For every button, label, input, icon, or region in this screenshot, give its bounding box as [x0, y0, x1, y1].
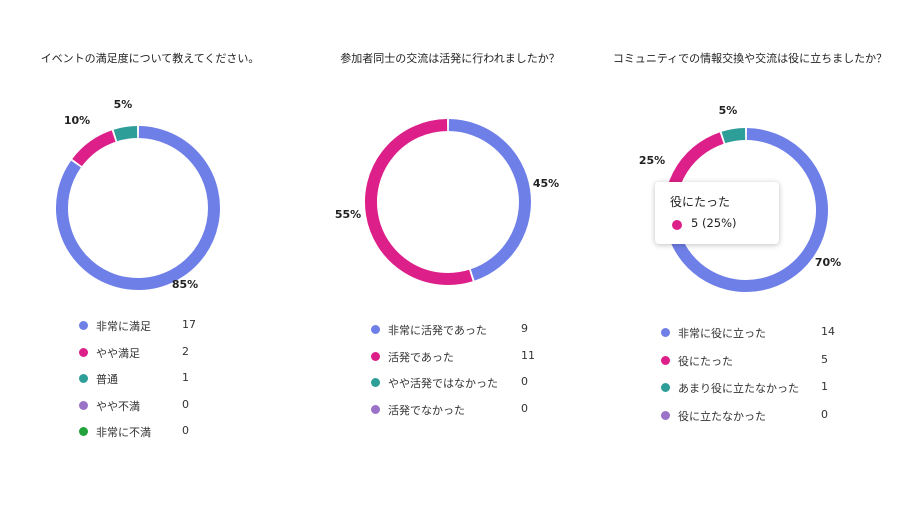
slice-percent-label: 5%	[719, 104, 738, 117]
slice-percent-label: 10%	[64, 114, 90, 127]
chart-title: イベントの満足度について教えてください。	[40, 52, 260, 65]
legend-color-dot	[661, 410, 670, 420]
legend-item[interactable]: 非常に満足 17	[79, 318, 212, 334]
legend-label: 役にたった	[678, 354, 733, 368]
slice-percent-label: 5%	[114, 98, 133, 111]
legend-label: 役に立たなかった	[678, 409, 766, 423]
legend-item[interactable]: やや満足 2	[79, 345, 212, 361]
donut-slice[interactable]	[668, 128, 828, 292]
legend-color-dot	[371, 378, 380, 388]
donut-slice[interactable]	[448, 119, 531, 281]
donut-chart: 85% 10% 5%	[56, 98, 220, 291]
legend-color-dot	[79, 321, 88, 330]
legend-label: あまり役に立たなかった	[678, 382, 799, 395]
chart-title: コミュニティでの情報交換や交流は役に立ちましたか？	[612, 52, 888, 65]
legend-item[interactable]: あまり役に立たなかった 1	[661, 380, 851, 396]
legend-color-dot	[661, 355, 670, 365]
legend-count: 0	[521, 375, 528, 389]
legend-label: やや不満	[96, 399, 140, 413]
legend-count: 0	[182, 397, 189, 411]
legend-item[interactable]: 役に立たなかった 0	[661, 408, 851, 424]
donut-chart: 70% 25% 5%	[639, 104, 841, 292]
legend-count: 9	[521, 322, 528, 335]
slice-percent-label: 25%	[639, 154, 665, 167]
legend-count: 14	[821, 325, 835, 338]
legend-label: 非常に不満	[96, 426, 151, 439]
donut-chart: 45% 55%	[335, 119, 559, 285]
legend-color-dot	[371, 325, 380, 334]
donut-slice[interactable]	[113, 126, 138, 142]
legend-item[interactable]: 非常に役に立った 14	[661, 325, 851, 341]
legend-color-dot	[371, 351, 380, 361]
legend-label: 非常に役に立った	[678, 327, 766, 340]
donut-slice[interactable]	[721, 128, 746, 144]
chart-panel-interaction: 参加者同士の交流は活発に行われましたか？ 45% 55% 非常に活発であった 9 活発で…	[300, 0, 600, 506]
donut-slice[interactable]	[72, 130, 116, 167]
legend-item[interactable]: 普通 1	[79, 371, 212, 387]
legend-count: 17	[182, 318, 196, 331]
donut-slice[interactable]	[364, 119, 473, 285]
legend-item[interactable]: 活発であった 11	[371, 349, 551, 365]
slice-percent-label: 45%	[533, 177, 559, 190]
legend-label: やや満足	[96, 346, 140, 360]
chart-panel-satisfaction: イベントの満足度について教えてください。 85% 10% 5% 非常に満足 17 やや満足…	[0, 0, 300, 506]
legend-label: 非常に活発であった	[388, 324, 487, 337]
legend-item[interactable]: 非常に不満 0	[79, 424, 212, 440]
legend-label: やや活発ではなかった	[388, 377, 498, 391]
legend-color-dot	[79, 400, 88, 410]
hover-tooltip: 役にたった 5 (25%)	[655, 182, 779, 244]
legend-color-dot	[371, 405, 380, 415]
legend-count: 2	[182, 344, 189, 358]
legend-count: 0	[182, 424, 189, 437]
legend-item[interactable]: やや不満 0	[79, 398, 212, 414]
legend-color-dot	[661, 328, 670, 337]
legend-color-dot	[79, 427, 88, 436]
legend-count: 1	[821, 380, 828, 393]
legend-item[interactable]: 活発でなかった 0	[371, 402, 551, 418]
legend-count: 0	[521, 402, 528, 416]
legend-count: 1	[182, 371, 189, 384]
legend-label: 活発であった	[388, 350, 454, 364]
legend-count: 11	[521, 348, 535, 362]
legend-count: 5	[821, 352, 828, 366]
chart-panel-usefulness: コミュニティでの情報交換や交流は役に立ちましたか？ 70% 25% 5% 役にたった…	[600, 0, 900, 506]
legend-item[interactable]: 役にたった 5	[661, 353, 851, 369]
slice-percent-label: 55%	[335, 208, 361, 221]
slice-percent-label: 85%	[172, 278, 198, 291]
legend-color-dot	[661, 383, 670, 392]
legend-color-dot	[79, 347, 88, 357]
legend-label: 非常に満足	[96, 320, 151, 333]
legend-label: 活発でなかった	[388, 404, 465, 418]
legend-label: 普通	[96, 373, 118, 386]
tooltip-color-dot	[672, 220, 682, 230]
tooltip-title: 役にたった	[670, 195, 731, 209]
legend-item[interactable]: やや活発ではなかった 0	[371, 375, 551, 391]
legend-color-dot	[79, 374, 88, 383]
chart-title: 参加者同士の交流は活発に行われましたか？	[340, 52, 560, 65]
donut-slice[interactable]	[56, 126, 220, 290]
slice-percent-label: 70%	[815, 256, 841, 269]
legend-item[interactable]: 非常に活発であった 9	[371, 322, 551, 338]
legend-count: 0	[821, 407, 828, 421]
tooltip-value: 5 (25%)	[691, 216, 737, 230]
